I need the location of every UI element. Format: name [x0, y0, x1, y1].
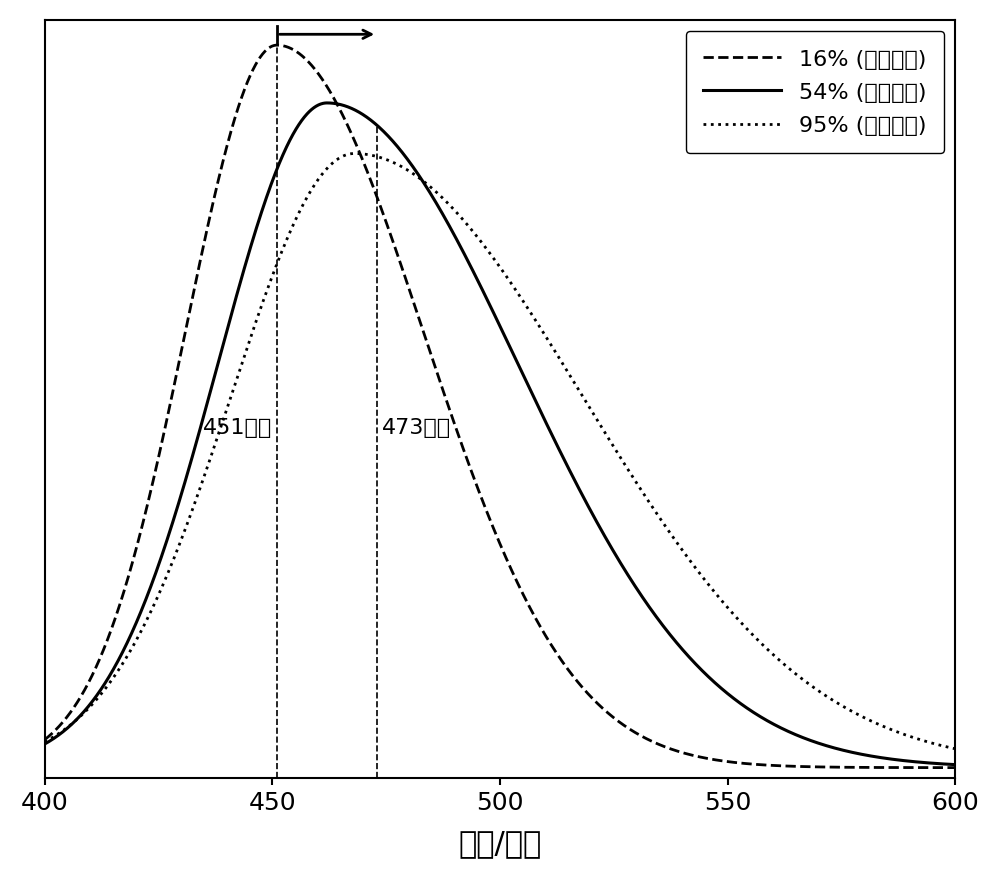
54% (相对湿度): [39, 739, 51, 750]
95% (相对湿度): [85, 701, 97, 711]
54% (相对湿度): [458, 248, 470, 259]
54% (相对湿度): [482, 297, 494, 307]
Text: 473纳米: 473纳米: [382, 418, 451, 438]
16% (相对湿度): [85, 673, 97, 683]
95% (相对湿度): [949, 744, 961, 754]
54% (相对湿度): [756, 713, 768, 723]
54% (相对湿度): [923, 758, 935, 768]
Line: 16% (相对湿度): 16% (相对湿度): [45, 46, 955, 767]
16% (相对湿度): [756, 759, 768, 770]
Text: 451纳米: 451纳米: [203, 418, 272, 438]
54% (相对湿度): [949, 759, 961, 770]
95% (相对湿度): [923, 738, 935, 748]
54% (相对湿度): [85, 698, 97, 709]
54% (相对湿度): [923, 758, 935, 768]
Line: 95% (相对湿度): 95% (相对湿度): [45, 155, 955, 749]
16% (相对湿度): [482, 509, 494, 520]
95% (相对湿度): [482, 246, 494, 256]
16% (相对湿度): [923, 762, 935, 773]
Legend: 16% (相对湿度), 54% (相对湿度), 95% (相对湿度): 16% (相对湿度), 54% (相对湿度), 95% (相对湿度): [686, 32, 944, 154]
16% (相对湿度): [458, 445, 470, 456]
95% (相对湿度): [39, 737, 51, 747]
Line: 54% (相对湿度): 54% (相对湿度): [45, 104, 955, 765]
95% (相对湿度): [458, 216, 470, 227]
16% (相对湿度): [39, 735, 51, 745]
54% (相对湿度): [321, 98, 333, 109]
X-axis label: 波长/纳米: 波长/纳米: [458, 828, 542, 857]
16% (相对湿度): [949, 762, 961, 773]
95% (相对湿度): [756, 639, 768, 650]
16% (相对湿度): [923, 762, 935, 773]
95% (相对湿度): [923, 738, 935, 748]
16% (相对湿度): [271, 40, 283, 51]
95% (相对湿度): [348, 149, 360, 160]
